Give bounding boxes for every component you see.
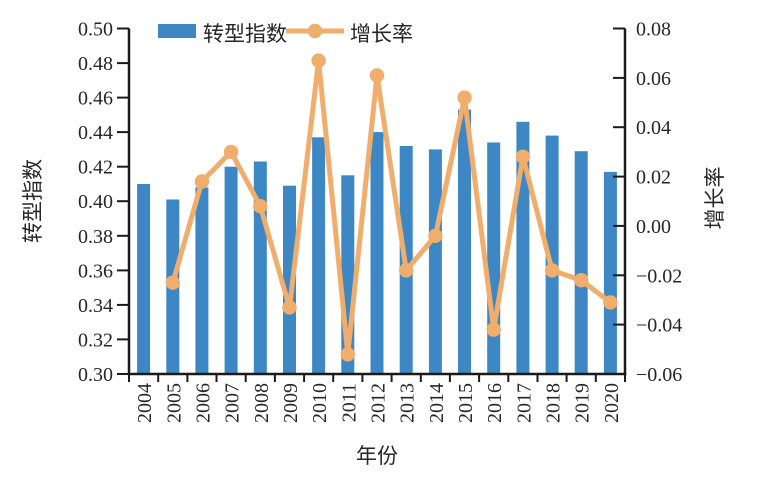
right-tick-label: 0.04 [636,117,671,139]
data-point-marker-2011 [340,347,355,362]
data-point-marker-2016 [486,322,501,337]
left-tick-label: 0.30 [78,364,113,386]
data-point-marker-2018 [544,263,560,278]
tick-labels-group: 0.30 0.32 0.34 0.36 0.38 0.40 0.42 0.44 0.46 0.48… [78,19,682,424]
legend-line-marker-icon [307,23,323,39]
bar-2010 [312,137,326,374]
left-tick-label: 0.42 [78,157,113,179]
bar-2004 [137,184,151,374]
left-tick-label: 0.50 [78,19,113,41]
left-tick-label: 0.32 [78,329,113,351]
bars-group [137,109,617,374]
right-tick-label: −0.02 [636,265,682,287]
left-tick-label: 0.40 [78,191,113,213]
x-tick-label-2005: 2005 [163,383,185,423]
x-axis-title: 年份 [356,444,398,468]
left-tick-label: 0.38 [78,226,113,248]
x-tick-label-2018: 2018 [543,383,565,423]
x-tick-label-2020: 2020 [601,383,623,423]
x-tick-label-2016: 2016 [484,383,506,423]
data-point-marker-2005 [165,275,180,290]
data-point-marker-2012 [369,68,385,83]
x-tick-label-2004: 2004 [134,383,156,423]
data-point-marker-2019 [574,273,589,288]
data-point-marker-2013 [399,263,414,278]
bar-2019 [574,151,588,374]
legend-bar-swatch [158,24,196,38]
x-tick-label-2011: 2011 [338,383,360,422]
growth-line-group [165,53,618,362]
x-tick-label-2019: 2019 [572,383,594,423]
bar-2014 [428,149,442,374]
data-point-marker-2015 [457,90,472,105]
right-tick-label: 0.08 [636,19,671,41]
data-point-marker-2010 [311,53,326,68]
x-tick-label-2007: 2007 [222,383,244,423]
data-point-marker-2014 [428,228,443,243]
bar-2009 [283,185,296,374]
legend-line-label: 增长率 [350,22,413,46]
data-point-marker-2017 [515,149,531,164]
x-tick-label-2015: 2015 [455,383,477,423]
bar-2012 [370,132,384,374]
bar-2015 [458,109,471,374]
data-point-marker-2007 [223,144,239,160]
x-tick-label-2009: 2009 [280,383,302,423]
data-point-marker-2006 [194,174,210,189]
left-tick-label: 0.34 [78,295,113,317]
bar-2020 [603,171,617,374]
legend-bar-label: 转型指数 [203,22,287,46]
bar-2016 [487,142,501,374]
x-tick-label-2006: 2006 [192,383,214,423]
right-tick-label: 0.06 [636,68,671,90]
x-tick-label-2014: 2014 [426,383,448,423]
legend: 转型指数 增长率 [158,22,413,46]
x-tick-label-2012: 2012 [368,383,390,423]
right-tick-label: −0.06 [636,364,682,386]
bar-2018 [545,135,559,374]
data-point-marker-2020 [603,295,618,310]
bar-2007 [224,166,238,374]
growth-rate-line [170,58,613,357]
left-tick-label: 0.44 [78,122,113,144]
x-tick-label-2013: 2013 [397,383,419,423]
right-axis-title: 增长率 [703,167,727,230]
data-point-marker-2008 [253,199,268,214]
x-tick-label-2008: 2008 [251,383,273,423]
x-tick-label-2017: 2017 [513,383,535,423]
left-tick-label: 0.48 [78,53,113,75]
axes-group [117,27,627,382]
right-tick-label: 0.02 [636,167,671,189]
left-tick-label: 0.46 [78,88,113,110]
right-tick-label: −0.04 [636,315,682,337]
left-axis-title: 转型指数 [21,159,45,243]
x-tick-label-2010: 2010 [309,383,331,423]
left-tick-label: 0.36 [78,260,113,282]
data-point-marker-2009 [282,300,297,315]
right-tick-label: 0.00 [636,216,671,238]
bar-2006 [195,187,209,374]
